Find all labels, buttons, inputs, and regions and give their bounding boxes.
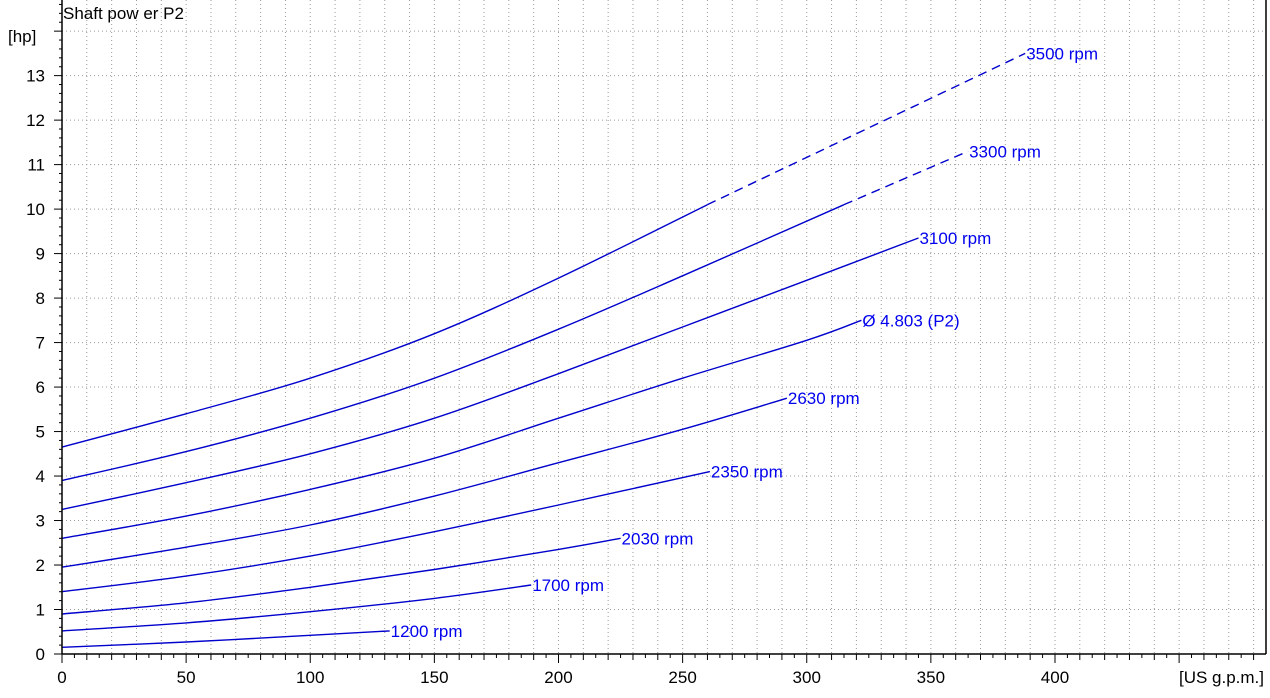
y-tick-label: 13 (26, 67, 45, 86)
curve-label: Ø 4.803 (P2) (862, 311, 959, 330)
x-tick-label: 100 (296, 668, 324, 687)
series-lines (61, 52, 1026, 648)
curve-label: 1200 rpm (391, 622, 463, 641)
x-tick-label: 200 (544, 668, 572, 687)
curve-label: 2350 rpm (711, 463, 783, 482)
curve-label: 2630 rpm (788, 389, 860, 408)
series-line (61, 319, 862, 539)
chart-title: Shaft pow er P2 (63, 4, 184, 23)
y-tick-label: 0 (36, 645, 45, 664)
series-line (61, 204, 708, 448)
curve-labels: 3500 rpm 3300 rpm 3100 rpm Ø 4.803 (P2) 2630… (391, 44, 1098, 640)
series-line (61, 470, 711, 593)
y-tick-label: 1 (36, 601, 45, 620)
curve-label: 1700 rpm (532, 576, 604, 595)
x-tick-label: 300 (793, 668, 821, 687)
x-tick-label: 150 (420, 668, 448, 687)
y-tick-label: 11 (27, 156, 45, 175)
y-tick-label: 7 (36, 334, 45, 353)
axes (54, 0, 1267, 663)
x-tick-label: 350 (917, 668, 945, 687)
curve-label: 3300 rpm (969, 142, 1041, 161)
series-line-extension (843, 150, 969, 206)
series-line (61, 237, 919, 511)
curve-label: 3100 rpm (919, 229, 991, 248)
series-line (61, 630, 390, 648)
y-tick-label: 12 (26, 111, 45, 130)
y-tick-label: 6 (36, 378, 45, 397)
x-axis-label: [US g.p.m.] (1179, 668, 1264, 687)
y-tick-label: 4 (36, 467, 45, 486)
x-tick-label: 0 (57, 668, 66, 687)
series-line (61, 204, 845, 482)
series-line-extension (707, 52, 1026, 206)
x-tick-label: 250 (668, 668, 696, 687)
y-tick-label: 9 (36, 245, 45, 264)
curve-label: 3500 rpm (1026, 44, 1098, 63)
tick-labels: 0 50 100 150 200 250 300 350 4000123456789101112… (26, 67, 1069, 687)
series-line (61, 584, 532, 632)
y-tick-label: 3 (36, 512, 45, 531)
y-tick-label: 2 (36, 556, 45, 575)
y-tick-label: 8 (36, 289, 45, 308)
curve-label: 2030 rpm (622, 529, 694, 548)
series-line (61, 397, 788, 568)
x-tick-label: 400 (1041, 668, 1069, 687)
y-axis-label: [hp] (8, 27, 36, 46)
series-line (61, 537, 621, 615)
grid-lines (62, 0, 1266, 654)
y-tick-label: 10 (26, 200, 45, 219)
y-tick-label: 5 (36, 423, 45, 442)
x-tick-label: 50 (177, 668, 196, 687)
